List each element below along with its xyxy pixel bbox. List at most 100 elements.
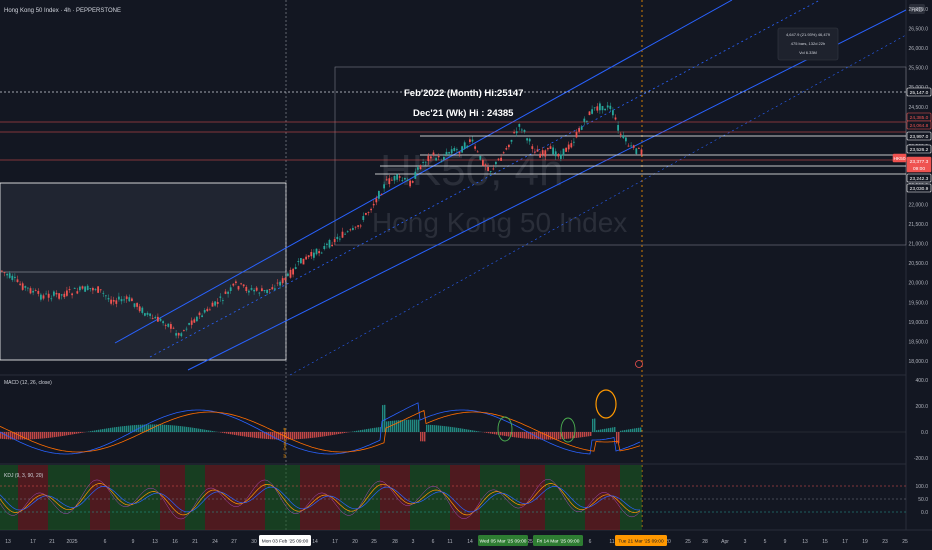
candle-body [92,288,94,291]
candle-body [253,289,255,292]
macd-bar [606,428,608,432]
candle-body [263,290,266,291]
macd-bar [224,432,226,434]
candle-body [266,289,268,293]
price-candles[interactable] [1,101,643,339]
macd-bar [14,432,16,440]
time-tick: 25 [685,539,691,545]
channel-upper[interactable] [114,0,733,344]
price-axis-labels: 25,147.0 24,385.0 24,064.8 23,997.0 23,526.2… [892,87,932,193]
macd-bar [190,427,192,432]
macd-bar [294,432,296,440]
alert-marker-icon[interactable] [635,360,643,368]
macd-bar [434,425,436,432]
kdj-background-bands [0,465,642,530]
macd-bar [400,420,402,432]
candle-body [544,150,547,157]
macd-bar [36,432,38,439]
candle-body [396,174,398,180]
macd-bar [244,432,246,437]
macd-bar [426,424,428,432]
candle-body [609,105,612,109]
channel-mid-lower[interactable] [289,34,907,376]
price-tick: 27,000.0 [909,7,929,13]
macd-cross-circle-1[interactable] [497,416,513,442]
macd-cross-circle-2[interactable] [560,417,576,443]
macd-bar [598,429,600,432]
candle-body [162,321,164,324]
macd-bar [414,419,416,432]
price-tick: 18,500.0 [909,339,929,345]
macd-bar [252,432,254,438]
macd-bar [184,426,186,432]
kdj-label[interactable]: KDJ (9, 3, 90, 20) [4,473,44,479]
candle-body [125,296,128,299]
macd-bar [318,432,320,438]
macd-bar [336,432,338,435]
candle-body [625,137,627,142]
macd-bar [526,432,528,439]
symbol-title[interactable]: Hong Kong 50 Index · 4h · PEPPERSTONE [4,8,121,14]
currency-badge[interactable]: HKD [911,8,923,14]
time-highlight: Fri 14 Mar '25 09:00 [537,539,580,545]
macd-bar [204,429,206,432]
channel-lower[interactable] [187,9,907,371]
macd-bar [614,427,616,432]
macd-bar [234,432,236,435]
macd-bar [130,425,132,432]
macd-bar [628,429,630,432]
macd-bar [402,420,404,432]
price-label: 25,147.0 [910,90,929,96]
candle-body [495,161,497,165]
macd-bar [68,432,70,436]
time-tick: 25 [527,539,533,545]
macd-bar [296,432,298,440]
dec21-high-label[interactable]: Dec'21 (Wk) Hi : 24385 [413,108,514,119]
macd-bar [300,432,302,439]
macd-bar [622,430,624,432]
time-tick: 11 [609,539,614,545]
candle-body [565,147,567,152]
consolidation-box[interactable] [0,182,287,361]
macd-bar [354,431,356,432]
time-tick: 17 [332,539,338,545]
macd-bar [570,432,572,439]
candle-body [453,148,456,151]
macd-bar [150,424,152,432]
macd-bar [206,429,208,432]
macd-bar [316,432,318,438]
macd-bar [320,432,322,437]
candle-body [622,135,625,139]
macd-bar [532,432,534,440]
feb2022-high-label[interactable]: Feb'2022 (Month) Hi:25147 [404,88,523,99]
price-tick: 22,000.0 [909,203,929,209]
currency-badge-bg[interactable] [909,4,925,14]
candle-body [513,132,515,134]
price-label-bg [906,163,932,173]
macd-bar [580,432,582,438]
candle-body [37,290,40,294]
macd-bar [358,430,360,432]
candle-body [479,155,482,160]
macd-bar [124,425,126,432]
macd-bar [370,428,372,432]
channel-mid[interactable] [149,0,821,358]
kdj-band [520,465,545,530]
candle-body [567,144,570,150]
macd-bar [128,425,130,432]
macd-bar [40,432,42,439]
macd-bar [290,432,292,440]
candle-body [279,281,281,286]
macd-label[interactable]: MACD (12, 26, close) [4,380,52,386]
kdj-tick: 100.0 [915,484,928,490]
macd-bar [148,424,150,432]
macd-bar [242,432,244,437]
macd-bar [154,424,156,432]
macd-bar [46,432,48,439]
candle-body [66,290,68,296]
candle-body [47,293,50,298]
macd-peak-circle[interactable] [595,389,617,419]
candle-body [170,324,172,329]
candle-body [604,108,606,111]
